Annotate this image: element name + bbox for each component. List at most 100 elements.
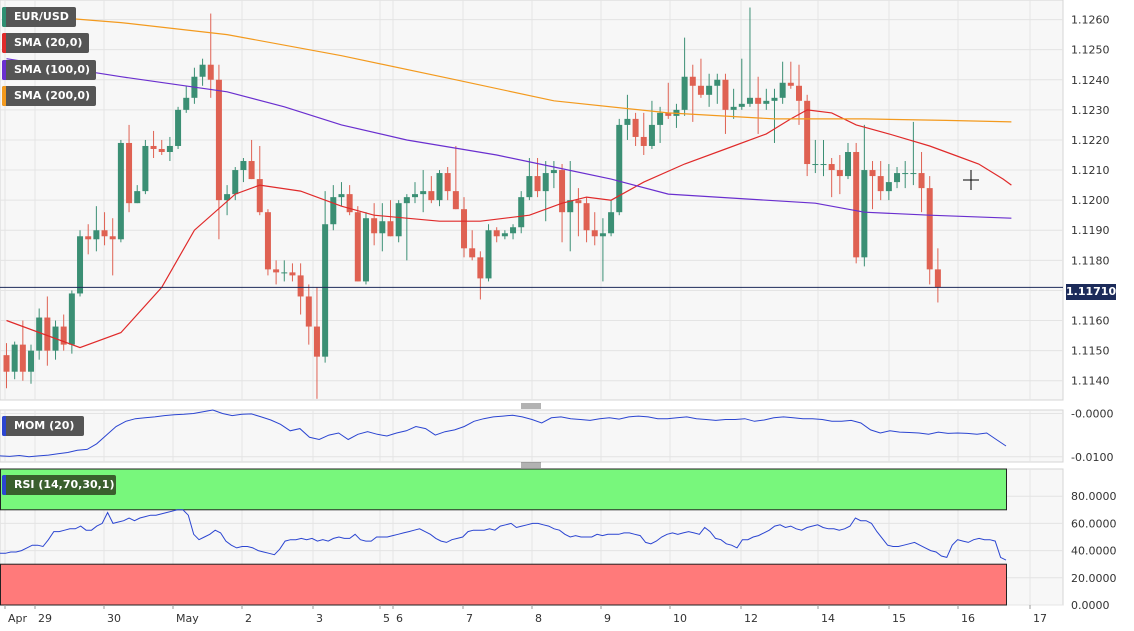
rsi-oversold-zone xyxy=(0,563,1007,606)
candle-bullish xyxy=(485,230,492,279)
candle-bearish xyxy=(926,188,933,270)
y-tick-label: 1.1150 xyxy=(1071,345,1110,358)
legend-sma20[interactable]: SMA (20,0) xyxy=(2,33,89,53)
candle-bearish xyxy=(256,179,263,213)
candle-bullish xyxy=(322,224,329,357)
y-tick-label: 80.0000 xyxy=(1071,490,1117,503)
x-tick-label: 14 xyxy=(821,612,835,625)
candle-bearish xyxy=(215,79,222,201)
candle-bearish xyxy=(934,269,941,288)
candle-bearish xyxy=(804,100,811,165)
candle-bearish xyxy=(387,221,394,237)
candle-bullish xyxy=(199,64,206,77)
candle-bearish xyxy=(109,236,116,240)
candle-bullish xyxy=(224,194,231,201)
candle-bullish xyxy=(240,161,247,171)
candle-bullish xyxy=(36,317,43,351)
candle-bearish xyxy=(469,248,476,258)
candle-bullish xyxy=(77,236,84,294)
candle-bullish xyxy=(117,142,124,240)
candle-bearish xyxy=(248,161,255,180)
rsi-line xyxy=(0,509,1007,561)
candle-bullish xyxy=(885,182,892,192)
x-tick-label: 12 xyxy=(744,612,758,625)
x-tick-label: 3 xyxy=(316,612,323,625)
x-tick-label: 30 xyxy=(107,612,121,625)
candle-bullish xyxy=(183,97,190,110)
pane-resize-handle[interactable] xyxy=(521,462,541,468)
x-tick-label: May xyxy=(176,612,199,625)
x-tick-label: 9 xyxy=(604,612,611,625)
candle-bearish xyxy=(755,97,762,104)
y-tick-label: 60.0000 xyxy=(1071,517,1117,530)
candle-bearish xyxy=(828,164,835,171)
candle-bearish xyxy=(836,170,843,177)
candle-bullish xyxy=(501,233,508,237)
candle-bearish xyxy=(853,151,860,258)
candle-bearish xyxy=(207,64,214,80)
x-tick-label: 7 xyxy=(466,612,473,625)
pane-resize-handle[interactable] xyxy=(521,403,541,409)
candle-bearish xyxy=(689,76,696,86)
candle-bearish xyxy=(452,191,459,210)
legend-eurusd-label: EUR/USD xyxy=(14,10,69,23)
candle-bearish xyxy=(273,269,280,273)
candle-bullish xyxy=(902,173,909,175)
candle-bullish xyxy=(11,344,18,372)
sma100-line xyxy=(6,58,1012,219)
candle-bearish xyxy=(869,170,876,177)
candle-bullish xyxy=(812,164,819,166)
candle-bearish xyxy=(354,212,361,282)
candle-bearish xyxy=(297,275,304,297)
candle-bullish xyxy=(894,173,901,183)
candle-bearish xyxy=(264,212,271,270)
candle-bearish xyxy=(640,136,647,146)
legend-rsi[interactable]: RSI (14,70,30,1) xyxy=(2,475,116,495)
candle-bullish xyxy=(395,203,402,237)
y-tick-label: 1.1140 xyxy=(1071,375,1110,388)
y-tick-label: 0.0000 xyxy=(1071,599,1110,612)
candle-bullish xyxy=(599,233,606,237)
candle-bullish xyxy=(746,97,753,104)
candle-bullish xyxy=(567,200,574,213)
legend-eurusd[interactable]: EUR/USD xyxy=(2,7,76,27)
candle-bullish xyxy=(779,82,786,98)
candle-bearish xyxy=(795,85,802,101)
candle-bearish xyxy=(150,145,157,149)
candle-bearish xyxy=(461,209,468,249)
candle-bullish xyxy=(542,173,549,192)
candle-bullish xyxy=(624,118,631,125)
candle-bullish xyxy=(379,221,386,234)
legend-mom[interactable]: MOM (20) xyxy=(2,416,84,436)
candle-bullish xyxy=(28,350,35,372)
y-tick-label: 1.1160 xyxy=(1071,315,1110,328)
candle-bullish xyxy=(820,164,827,166)
candle-bearish xyxy=(591,230,598,237)
legend-sma100[interactable]: SMA (100,0) xyxy=(2,60,96,80)
y-tick-label: 1.1190 xyxy=(1071,224,1110,237)
y-tick-label: 40.0000 xyxy=(1071,545,1117,558)
y-tick-label: 1.1200 xyxy=(1071,194,1110,207)
y-tick-label: 1.1250 xyxy=(1071,44,1110,57)
x-tick-label: Apr xyxy=(8,612,28,625)
candle-bearish xyxy=(305,296,312,327)
current-price-label: 1.11710 xyxy=(1066,284,1117,300)
legend-sma20-label: SMA (20,0) xyxy=(14,36,83,49)
candle-bullish xyxy=(730,106,737,110)
candle-bullish xyxy=(681,76,688,110)
x-tick-label: 16 xyxy=(961,612,975,625)
y-tick-label: 1.1180 xyxy=(1071,254,1110,267)
y-tick-label: 1.1220 xyxy=(1071,134,1110,147)
candle-bearish xyxy=(493,230,500,237)
candle-bearish xyxy=(158,148,165,152)
candle-bearish xyxy=(918,173,925,189)
candle-bearish xyxy=(101,230,108,237)
legend-sma200[interactable]: SMA (200,0) xyxy=(2,86,96,106)
y-tick-label: 1.1210 xyxy=(1071,164,1110,177)
candle-bullish xyxy=(861,170,868,258)
candle-bearish xyxy=(428,191,435,201)
candle-bearish xyxy=(632,118,639,137)
legend-sma200-label: SMA (200,0) xyxy=(14,89,91,102)
candle-bearish xyxy=(877,176,884,192)
